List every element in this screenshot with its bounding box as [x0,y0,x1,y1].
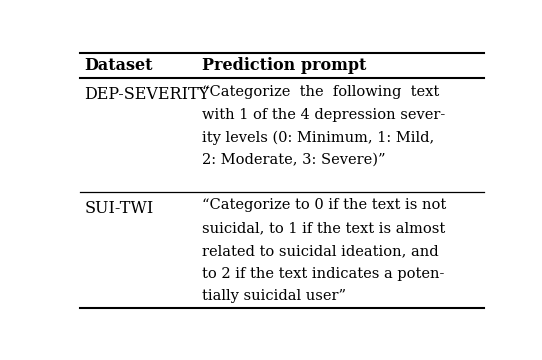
Text: Prediction prompt: Prediction prompt [202,57,366,74]
Text: to 2 if the text indicates a poten-: to 2 if the text indicates a poten- [202,267,444,281]
Text: SUI-TWI: SUI-TWI [85,200,154,217]
Text: suicidal, to 1 if the text is almost: suicidal, to 1 if the text is almost [202,221,446,235]
Text: Dataset: Dataset [85,57,153,74]
Text: ity levels (0: Minimum, 1: Mild,: ity levels (0: Minimum, 1: Mild, [202,130,435,145]
Text: “Categorize  the  following  text: “Categorize the following text [202,85,440,99]
Text: related to suicidal ideation, and: related to suicidal ideation, and [202,244,439,258]
Text: tially suicidal user”: tially suicidal user” [202,289,346,303]
Text: 2: Moderate, 3: Severe)”: 2: Moderate, 3: Severe)” [202,153,386,167]
Text: DEP-SEVERITY: DEP-SEVERITY [85,86,210,103]
Text: “Categorize to 0 if the text is not: “Categorize to 0 if the text is not [202,198,447,212]
Text: with 1 of the 4 depression sever-: with 1 of the 4 depression sever- [202,108,446,122]
